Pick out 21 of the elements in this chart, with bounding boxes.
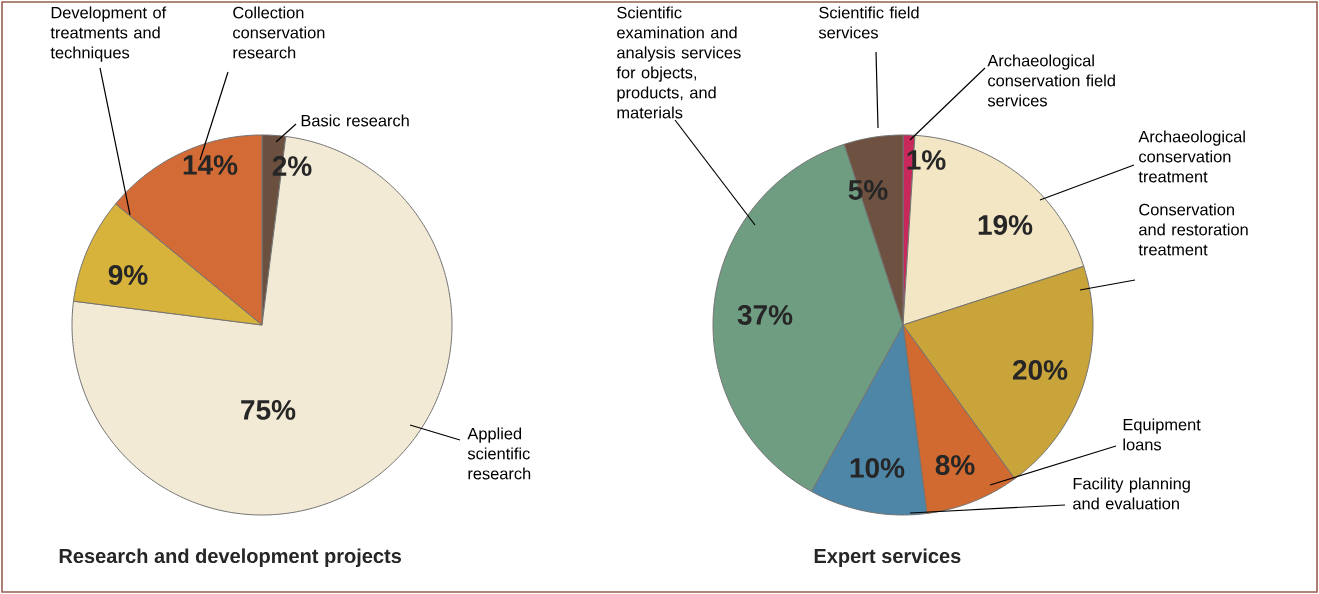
data-label: 14% [183,155,238,175]
slice-label: Archaeological conservation treatment [1138,130,1245,183]
slice-label: Collection conservation research [233,6,325,59]
data-label: 9% [108,265,148,285]
slice-label: Conservation and restoration treatment [1138,203,1248,256]
slice-label: Applied scientific research [467,427,531,480]
slice-label: Scientific examination and analysis services for objects, products, and materials [616,6,741,119]
data-label: 10% [850,458,905,478]
data-label: 19% [978,215,1033,235]
data-label: 75% [241,400,296,420]
text: Expert services [814,548,961,568]
slice-label: Development of treatments and techniques [50,6,167,62]
slice-label: Archaeological conservation field services [987,54,1115,107]
data-label: 37% [737,305,793,325]
slice-label: Scientific field services [818,6,919,39]
slice-label: Facility planning and evaluation [1073,477,1190,510]
text: Research and development projects [59,548,402,568]
slice-label: Equipment loans [1123,418,1201,451]
slice-label: Basic research [301,114,409,127]
data-label: 8% [935,455,975,475]
data-label: 20% [1012,360,1068,380]
